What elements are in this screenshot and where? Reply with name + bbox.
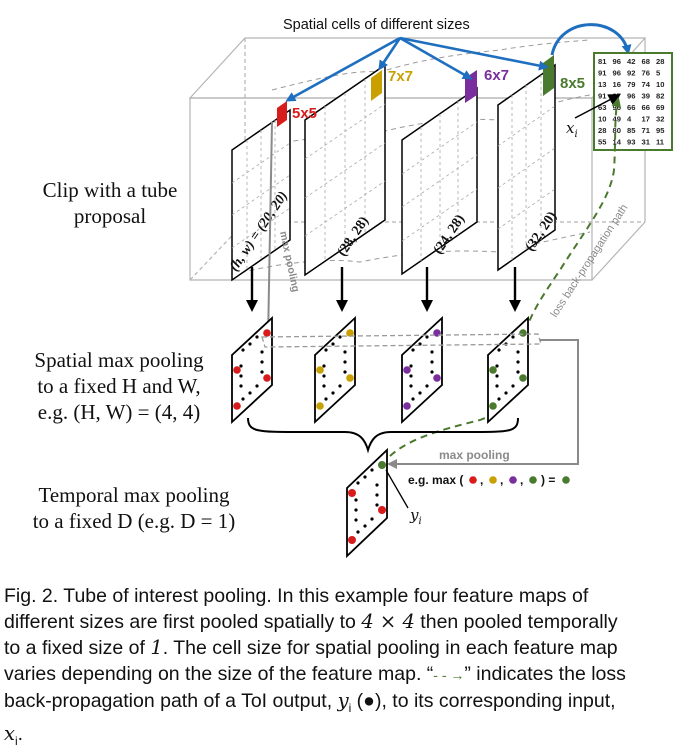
formula-comma-1: , <box>480 473 483 487</box>
caption-line6: xi. <box>4 721 24 748</box>
grid-cell: 32 <box>656 115 664 124</box>
loss-backprop-path <box>381 97 622 466</box>
feature-map-1 <box>231 101 291 282</box>
pooled-map-2 <box>314 315 356 425</box>
grid-cell: 11 <box>656 138 665 147</box>
cell-label-1: 5x5 <box>292 105 317 122</box>
grid-cell: 13 <box>598 80 606 89</box>
grid-cell: 80 <box>613 126 621 135</box>
max-formula: e.g. max ( , , , ) = <box>408 473 570 487</box>
grid-cell: 82 <box>656 92 664 101</box>
feature-map-3 <box>401 70 478 276</box>
spatial-label-line1: Spatial max pooling <box>34 348 204 372</box>
tube-proposal-curves <box>231 39 591 276</box>
temporal-pooled-map <box>346 447 388 559</box>
temporal-pooling-label: Temporal max pooling to a fixed D (e.g. … <box>4 482 264 534</box>
caption-line4: varies depending on the size of the feat… <box>4 663 626 685</box>
eg-max-text: e.g. max ( <box>408 473 463 487</box>
grid-cell: 96 <box>613 57 621 66</box>
cell-label-3: 6x7 <box>484 67 509 84</box>
formula-dot-result <box>562 476 570 484</box>
caption-line2: different sizes are first pooled spatial… <box>4 610 618 633</box>
temporal-label-line1: Temporal max pooling <box>38 483 230 507</box>
grid-cell: 4 <box>627 115 632 124</box>
pooled-map-3 <box>401 315 443 425</box>
formula-dot-green <box>529 476 537 484</box>
down-arrows <box>246 267 521 312</box>
grid-cell: 28 <box>598 126 606 135</box>
blue-arrows <box>285 23 632 102</box>
pooling-band <box>261 333 542 348</box>
grid-cell: 14 <box>613 138 622 147</box>
grid-cell: 66 <box>627 103 635 112</box>
grid-cell: 55 <box>598 138 607 147</box>
caption-line3: to a fixed size of 1. The cell size for … <box>4 636 618 659</box>
grid-cell: 10 <box>598 115 606 124</box>
xi-pointer <box>574 94 621 119</box>
xi-label: xi <box>566 119 578 140</box>
grid-cell: 85 <box>627 126 636 135</box>
feature-map-4 <box>497 55 556 272</box>
grid-cell: 74 <box>642 80 651 89</box>
grid-cell: 31 <box>642 138 651 147</box>
grid-cell: 79 <box>627 80 635 89</box>
clip-label-line2: proposal <box>73 204 147 228</box>
cell-label-4: 8x5 <box>560 75 585 92</box>
formula-comma-2: , <box>500 473 503 487</box>
grid-cell: 39 <box>642 92 650 101</box>
pooled-map-4 <box>487 315 529 425</box>
max-pooling-horizontal-label: max pooling <box>439 448 510 462</box>
pooled-map-1 <box>231 315 273 425</box>
grid-cell: 5 <box>656 69 661 78</box>
grid-cell: 66 <box>642 103 650 112</box>
grid-cell: 71 <box>642 126 651 135</box>
max-pooling-right-arrow <box>387 339 579 469</box>
caption-line1: Fig. 2. Tube of interest pooling. In thi… <box>4 585 589 607</box>
spatial-cells-label: Spatial cells of different sizes <box>283 17 470 33</box>
grid-cell: 95 <box>656 126 665 135</box>
tube-of-interest-diagram: 5x5 7x7 6x7 8x5 (h, w) = (20, 20) (28, 2… <box>188 17 673 559</box>
grid-cell: 69 <box>656 103 664 112</box>
grid-cell: 10 <box>656 80 664 89</box>
yi-pointer <box>385 469 409 509</box>
temporal-label-line2: to a fixed D (e.g. D = 1) <box>32 509 236 533</box>
caption-line5: back-propagation path of a ToI output, y… <box>4 689 616 715</box>
cell-label-2: 7x7 <box>388 68 413 85</box>
grid-cell: 63 <box>598 103 606 112</box>
grid-cell: 92 <box>627 69 635 78</box>
spatial-label-line3: e.g. (H, W) = (4, 4) <box>37 400 201 424</box>
grid-cell: 68 <box>642 57 650 66</box>
brace <box>247 417 519 454</box>
grid-cell: 16 <box>613 80 621 89</box>
grid-cell: 17 <box>642 115 650 124</box>
formula-comma-3: , <box>520 473 523 487</box>
clip-label: Clip with a tube proposal <box>10 177 210 229</box>
eg-end-text: ) = <box>541 473 555 487</box>
grid-cell: 76 <box>642 69 650 78</box>
spatial-label-line2: to a fixed H and W, <box>37 374 201 398</box>
grid-cell: 91 <box>598 92 607 101</box>
grid-cell: 96 <box>627 92 635 101</box>
grid-cell: 93 <box>627 138 635 147</box>
grid-cell: 49 <box>613 115 621 124</box>
formula-dot-purple <box>509 476 517 484</box>
formula-dot-red <box>469 476 477 484</box>
spatial-pooling-label: Spatial max pooling to a fixed H and W, … <box>4 347 234 425</box>
grid-cell: 42 <box>627 57 635 66</box>
figure-caption: Fig. 2. Tube of interest pooling. In thi… <box>4 583 690 754</box>
yi-label: yi <box>409 506 422 527</box>
feature-map-2 <box>304 63 386 277</box>
grid-cell: 28 <box>656 57 664 66</box>
grid-cell: 81 <box>598 57 607 66</box>
grid-cell: 91 <box>598 69 607 78</box>
max-pooling-vertical-arrow <box>263 121 274 343</box>
pooled-maps <box>231 315 529 425</box>
grid-cell: 96 <box>613 69 621 78</box>
formula-dot-yellow <box>489 476 497 484</box>
clip-label-line1: Clip with a tube <box>42 178 178 202</box>
